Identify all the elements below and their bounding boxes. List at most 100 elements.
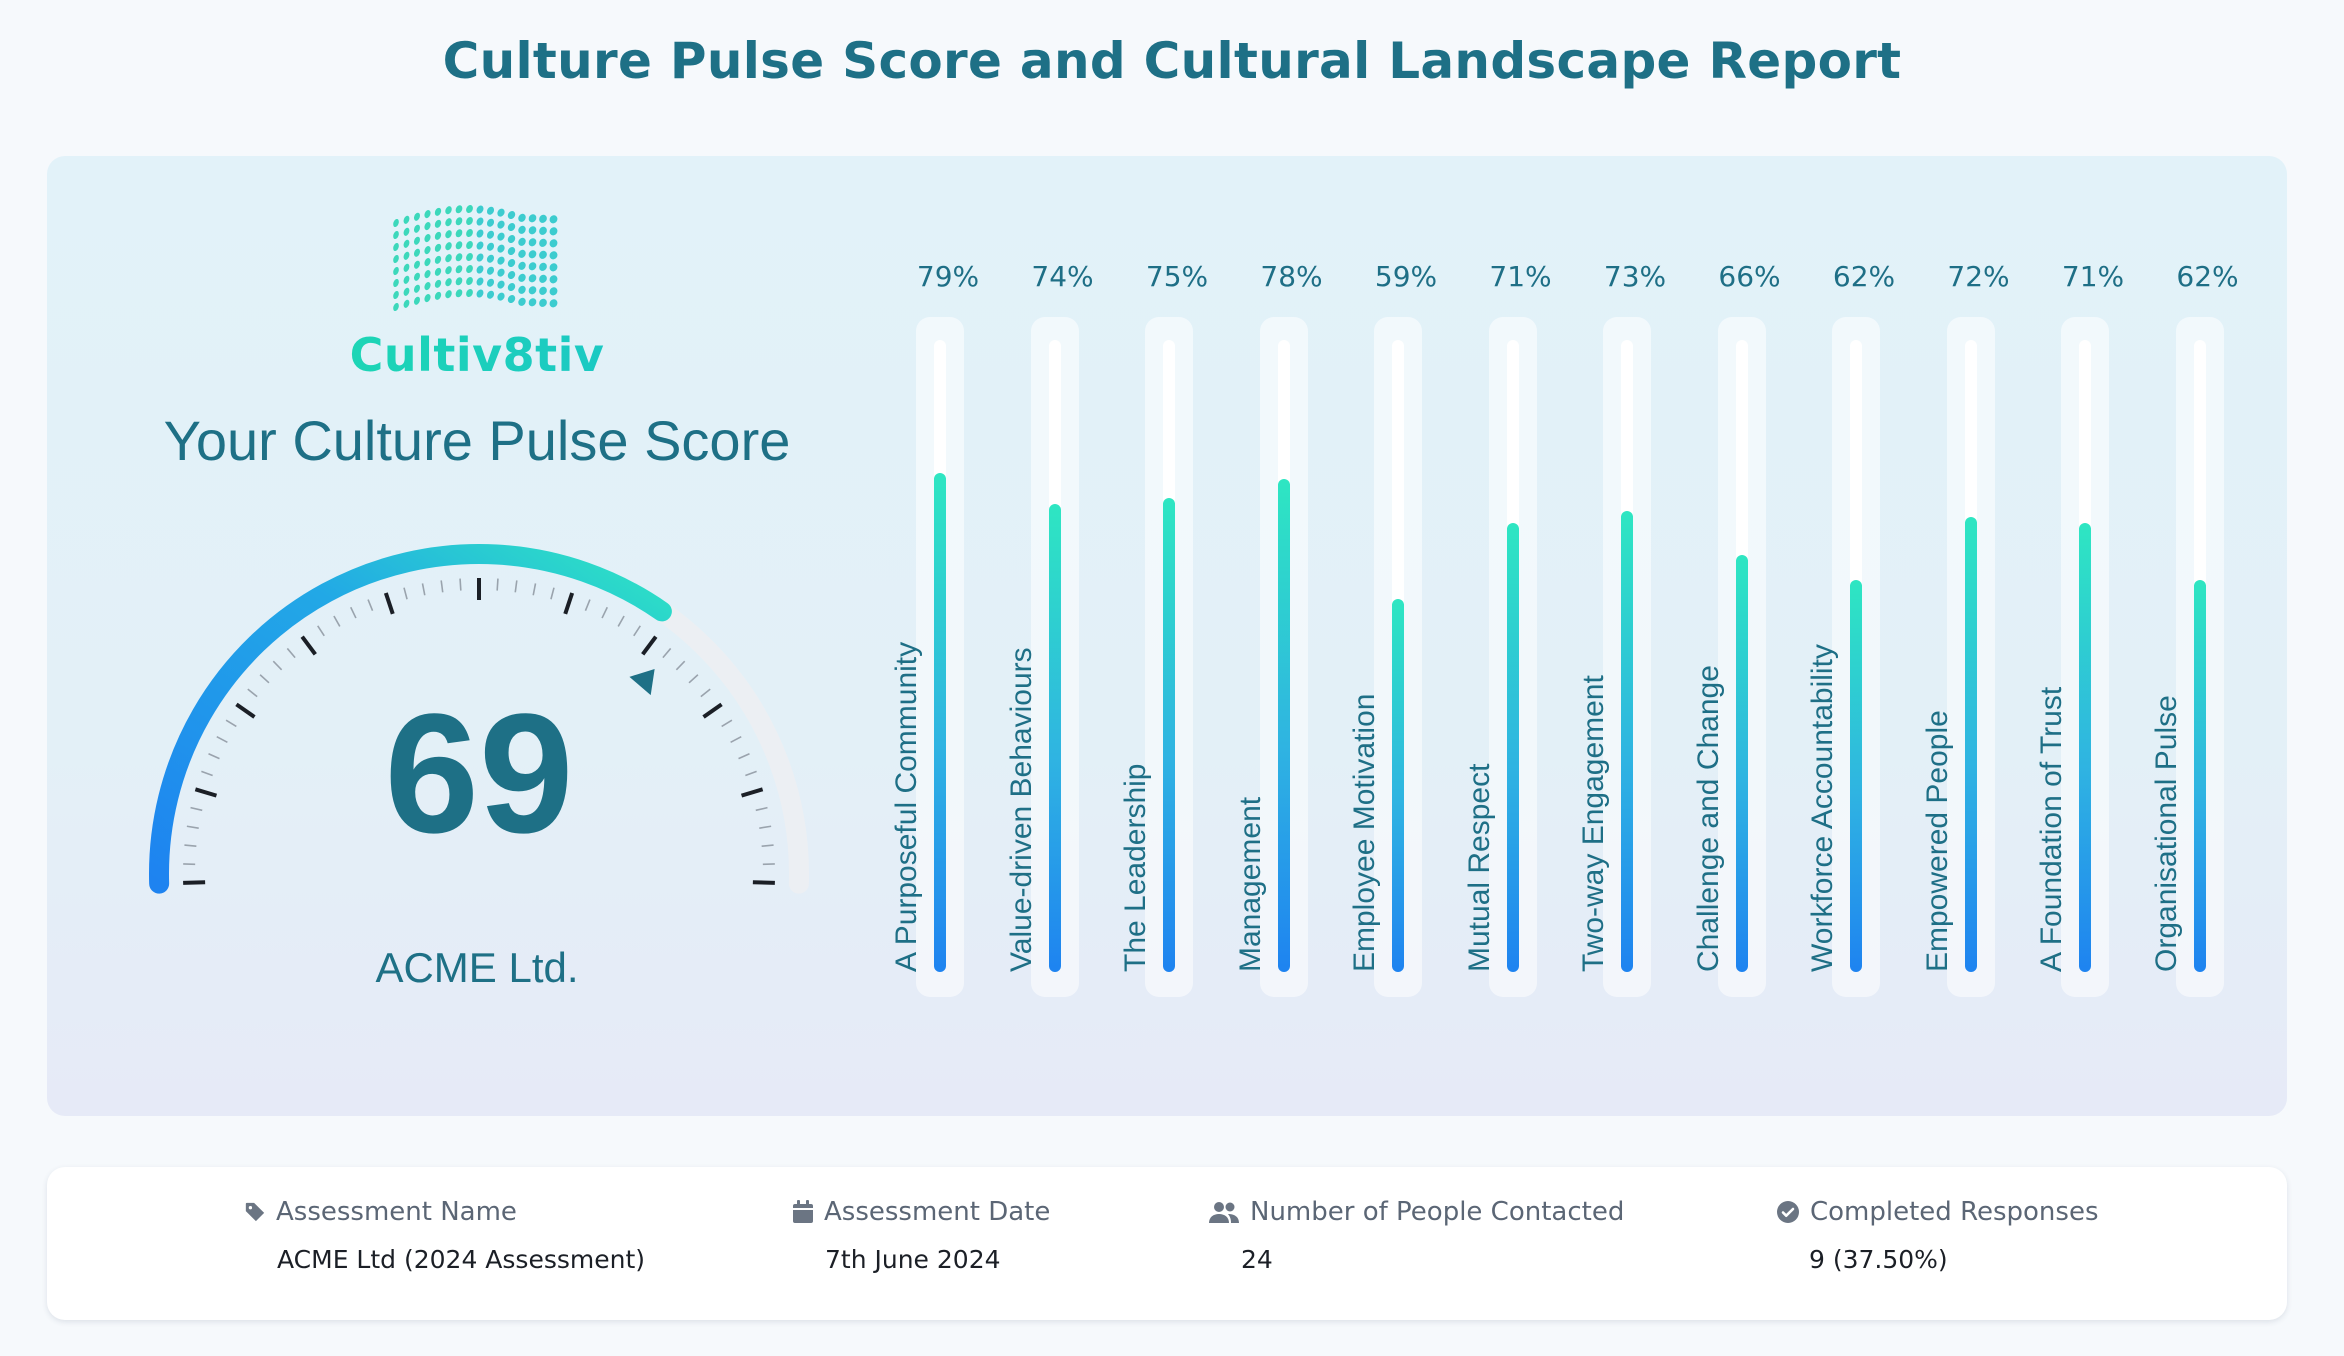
dimension-bar-track (2193, 340, 2206, 972)
gauge-pointer-icon (629, 668, 655, 696)
gauge-major-tick (235, 702, 256, 719)
dimension-bar-fill (1735, 554, 1748, 972)
logo-dot (424, 234, 431, 243)
logo-dot (434, 267, 442, 276)
dimension-percent: 62% (2176, 260, 2239, 293)
logo-dot (424, 210, 431, 219)
dimension-bar-track (1850, 340, 1862, 972)
logo-dot (497, 232, 505, 241)
gauge-major-tick (383, 592, 395, 615)
logo-dot (466, 277, 473, 286)
dimension-label: A Purposeful Community (890, 641, 923, 972)
gauge-minor-tick (675, 660, 686, 671)
gauge-major-tick (300, 635, 317, 656)
logo-dot (455, 265, 463, 274)
logo-dot (413, 236, 421, 245)
logo-dot (539, 238, 547, 247)
gauge-minor-tick (186, 825, 199, 829)
logo-dot (528, 274, 537, 283)
gauge-minor-tick (550, 587, 555, 600)
dimension-percent: 78% (1260, 260, 1323, 293)
logo-dot (549, 263, 558, 272)
logo-dot (466, 265, 473, 274)
logo-dot (455, 277, 463, 286)
assessment-name-label: Assessment Name (276, 1197, 517, 1227)
gauge-minor-tick (272, 660, 283, 671)
logo-dot (466, 253, 473, 262)
logo-dot (434, 219, 442, 228)
logo-dot (424, 222, 431, 231)
dimension-label: Mutual Respect (1462, 763, 1496, 972)
dimension-bar-track (1277, 340, 1290, 972)
assessment-name-value: ACME Ltd (2024 Assessment) (277, 1245, 646, 1274)
logo-dot (445, 206, 452, 215)
logo-dot (403, 215, 410, 224)
logo-dot (476, 229, 484, 238)
gauge-major-tick (702, 702, 723, 719)
dimension-bars: 79% A Purposeful Community 74% Value-driven… (890, 260, 2239, 1000)
dimension-bar: 72% Empowered People (1919, 260, 2039, 1000)
logo-dot (528, 238, 537, 247)
logo-dot (466, 205, 473, 214)
dimension-bar-track (2079, 340, 2091, 972)
logo-dot (403, 275, 410, 284)
logo-dot (486, 242, 495, 251)
logo-dot (455, 217, 463, 226)
score-gauge: 69 (149, 544, 809, 894)
logo-dot (539, 286, 547, 295)
logo-dot (393, 302, 399, 312)
gauge-minor-tick (403, 587, 408, 600)
gauge-minor-tick (617, 615, 625, 627)
dimension-bar-fill (2079, 523, 2091, 972)
gauge-minor-tick (761, 844, 774, 847)
logo-dot (466, 241, 473, 250)
dimension-label: Employee Motivation (1348, 693, 1381, 972)
gauge-minor-tick (201, 770, 213, 777)
gauge-minor-tick (208, 753, 220, 760)
logo-dot (507, 270, 516, 280)
gauge-minor-tick (633, 625, 641, 637)
logo-dot (518, 297, 526, 306)
logo-dot (455, 229, 463, 238)
dimension-bar: 71% A Foundation of Trust (2033, 260, 2153, 1000)
logo-dot (518, 213, 526, 222)
logo-dot (486, 266, 495, 275)
logo-dot (455, 253, 463, 262)
gauge-minor-tick (367, 599, 374, 612)
logo-dot (476, 241, 484, 250)
assessment-info-card (47, 1167, 2287, 1320)
logo-dot (539, 226, 547, 235)
logo-dot (434, 207, 442, 216)
dimension-percent: 75% (1145, 260, 1209, 293)
dimension-bar: 78% Management (1232, 260, 1352, 1000)
assessment-name-item: Assessment Name ACME Ltd (2024 Assessmen… (244, 1197, 645, 1274)
logo-dot (528, 262, 537, 271)
dimension-label: A Foundation of Trust (2035, 686, 2068, 972)
check-circle-icon (1777, 1201, 1799, 1223)
logo-dot (413, 260, 421, 269)
dimension-bar-track (1964, 340, 1977, 972)
assessment-date-value: 7th June 2024 (825, 1245, 1001, 1274)
logo-dot (518, 225, 526, 234)
dimension-label: Organisational Pulse (2149, 695, 2183, 972)
gauge-minor-tick (700, 688, 711, 698)
dimension-label: The Leadership (1119, 763, 1152, 972)
logo-dot (476, 277, 484, 286)
logo-dot (507, 258, 516, 268)
logo-dot (539, 250, 547, 259)
logo-dot (486, 290, 495, 299)
logo-dot (518, 249, 526, 258)
logo-dot (476, 289, 484, 298)
logo-dot (445, 218, 452, 227)
dimension-bar-track (1392, 340, 1404, 972)
logo-dot (424, 282, 431, 291)
dimension-bar: 59% Employee Motivation (1346, 260, 1466, 1000)
people-contacted-label: Number of People Contacted (1250, 1197, 1625, 1227)
logo-dot (497, 268, 505, 277)
gauge-minor-tick (662, 647, 672, 659)
calendar-icon (793, 1200, 813, 1223)
dimension-percent: 62% (1832, 260, 1896, 293)
gauge-fill (149, 544, 672, 894)
assessment-date-item: Assessment Date 7th June 2024 (792, 1197, 1050, 1274)
score-value: 69 (384, 679, 573, 869)
